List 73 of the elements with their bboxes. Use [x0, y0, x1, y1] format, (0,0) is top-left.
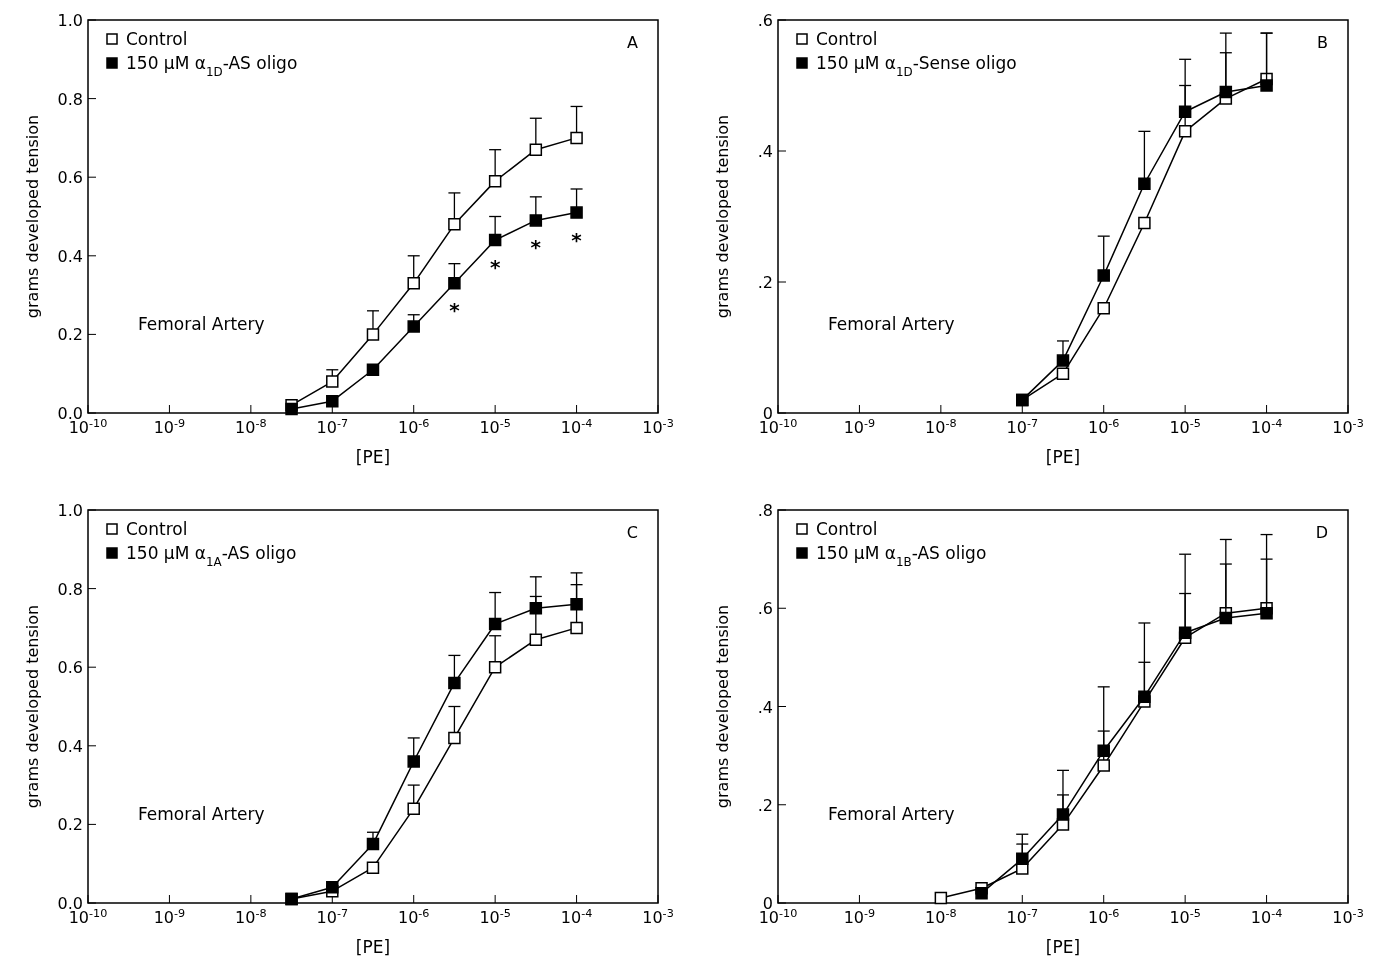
- y-tick-label: .6: [757, 599, 773, 619]
- x-tick-label: 10$^{-5}$: [1169, 906, 1201, 927]
- legend-label: Control: [816, 519, 878, 539]
- x-tick-label: 10$^{-4}$: [560, 416, 593, 437]
- legend-label: 150 μM α$_{1D}$-Sense oligo: [816, 53, 1017, 79]
- x-tick-label: 10$^{-4}$: [560, 906, 593, 927]
- y-tick-label: .4: [757, 697, 773, 717]
- annotation: *: [489, 255, 501, 280]
- annotation: *: [571, 227, 583, 252]
- x-tick-label: 10$^{-4}$: [1250, 416, 1283, 437]
- x-axis-title: [PE]: [1045, 447, 1081, 467]
- y-tick-label: 0.4: [57, 736, 83, 756]
- y-tick-label: 0.8: [57, 579, 83, 599]
- y-tick-label: .8: [757, 501, 773, 520]
- x-tick-label: 10$^{-5}$: [479, 906, 511, 927]
- x-axis-title: [PE]: [355, 937, 391, 957]
- y-tick-label: .4: [757, 142, 773, 161]
- x-axis-title: [PE]: [355, 447, 391, 467]
- x-tick-label: 10$^{-7}$: [1006, 906, 1039, 927]
- x-tick-label: 10$^{-9}$: [153, 416, 186, 437]
- y-axis-title: grams developed tension: [23, 114, 42, 319]
- text: C: [626, 523, 638, 542]
- annotation: Femoral Artery: [828, 314, 955, 334]
- legend-label: Control: [126, 29, 188, 49]
- x-tick-label: 10$^{-8}$: [235, 906, 267, 927]
- x-tick-label: 10$^{-5}$: [479, 416, 511, 437]
- x-tick-label: 10$^{-3}$: [1332, 416, 1364, 437]
- x-tick-label: 10$^{-7}$: [1006, 416, 1039, 437]
- y-tick-label: 0.6: [57, 658, 83, 678]
- y-tick-label: 0.6: [57, 168, 83, 188]
- x-tick-label: 10$^{-8}$: [925, 416, 957, 437]
- text: B: [1317, 33, 1328, 52]
- x-tick-label: 10$^{-5}$: [1169, 416, 1201, 437]
- y-axis-title: grams developed tension: [713, 114, 732, 319]
- x-tick-label: 10$^{-4}$: [1250, 906, 1283, 927]
- legend-label: 150 μM α$_{1B}$-AS oligo: [816, 543, 987, 569]
- legend-label: Control: [126, 519, 188, 539]
- text: D: [1315, 523, 1328, 542]
- y-tick-label: 1.0: [57, 501, 83, 520]
- text: A: [627, 33, 639, 52]
- annotation: Femoral Artery: [138, 314, 265, 334]
- x-tick-label: 10$^{-3}$: [642, 906, 674, 927]
- x-tick-label: 10$^{-6}$: [1087, 906, 1120, 927]
- y-tick-label: 0.2: [57, 815, 83, 835]
- x-tick-label: 10$^{-6}$: [1087, 416, 1120, 437]
- annotation: Femoral Artery: [138, 804, 265, 824]
- x-tick-label: 10$^{-6}$: [397, 906, 430, 927]
- y-tick-label: 0.8: [57, 89, 83, 109]
- y-tick-label: 0.2: [57, 325, 83, 345]
- annotation: *: [449, 298, 461, 323]
- legend-label: Control: [816, 29, 878, 49]
- legend-label: 150 μM α$_{1D}$-AS oligo: [126, 53, 298, 79]
- legend-label: 150 μM α$_{1A}$-AS oligo: [126, 543, 297, 569]
- x-tick-label: 10$^{-7}$: [316, 906, 349, 927]
- x-tick-label: 10$^{-8}$: [235, 416, 267, 437]
- x-tick-label: 10$^{-6}$: [397, 416, 430, 437]
- x-axis-title: [PE]: [1045, 937, 1081, 957]
- y-tick-label: .2: [757, 795, 773, 815]
- y-tick-label: .6: [757, 11, 773, 30]
- y-axis-title: grams developed tension: [713, 604, 732, 809]
- x-tick-label: 10$^{-9}$: [843, 416, 876, 437]
- x-tick-label: 10$^{-9}$: [153, 906, 186, 927]
- x-tick-label: 10$^{-8}$: [925, 906, 957, 927]
- y-tick-label: .2: [757, 273, 773, 292]
- x-tick-label: 10$^{-3}$: [1332, 906, 1364, 927]
- x-tick-label: 10$^{-9}$: [843, 906, 876, 927]
- annotation: *: [530, 235, 542, 260]
- x-tick-label: 10$^{-7}$: [316, 416, 349, 437]
- x-tick-label: 10$^{-3}$: [642, 416, 674, 437]
- y-axis-title: grams developed tension: [23, 604, 42, 809]
- annotation: Femoral Artery: [828, 804, 955, 824]
- y-tick-label: 1.0: [57, 11, 83, 30]
- y-tick-label: 0.4: [57, 246, 83, 266]
